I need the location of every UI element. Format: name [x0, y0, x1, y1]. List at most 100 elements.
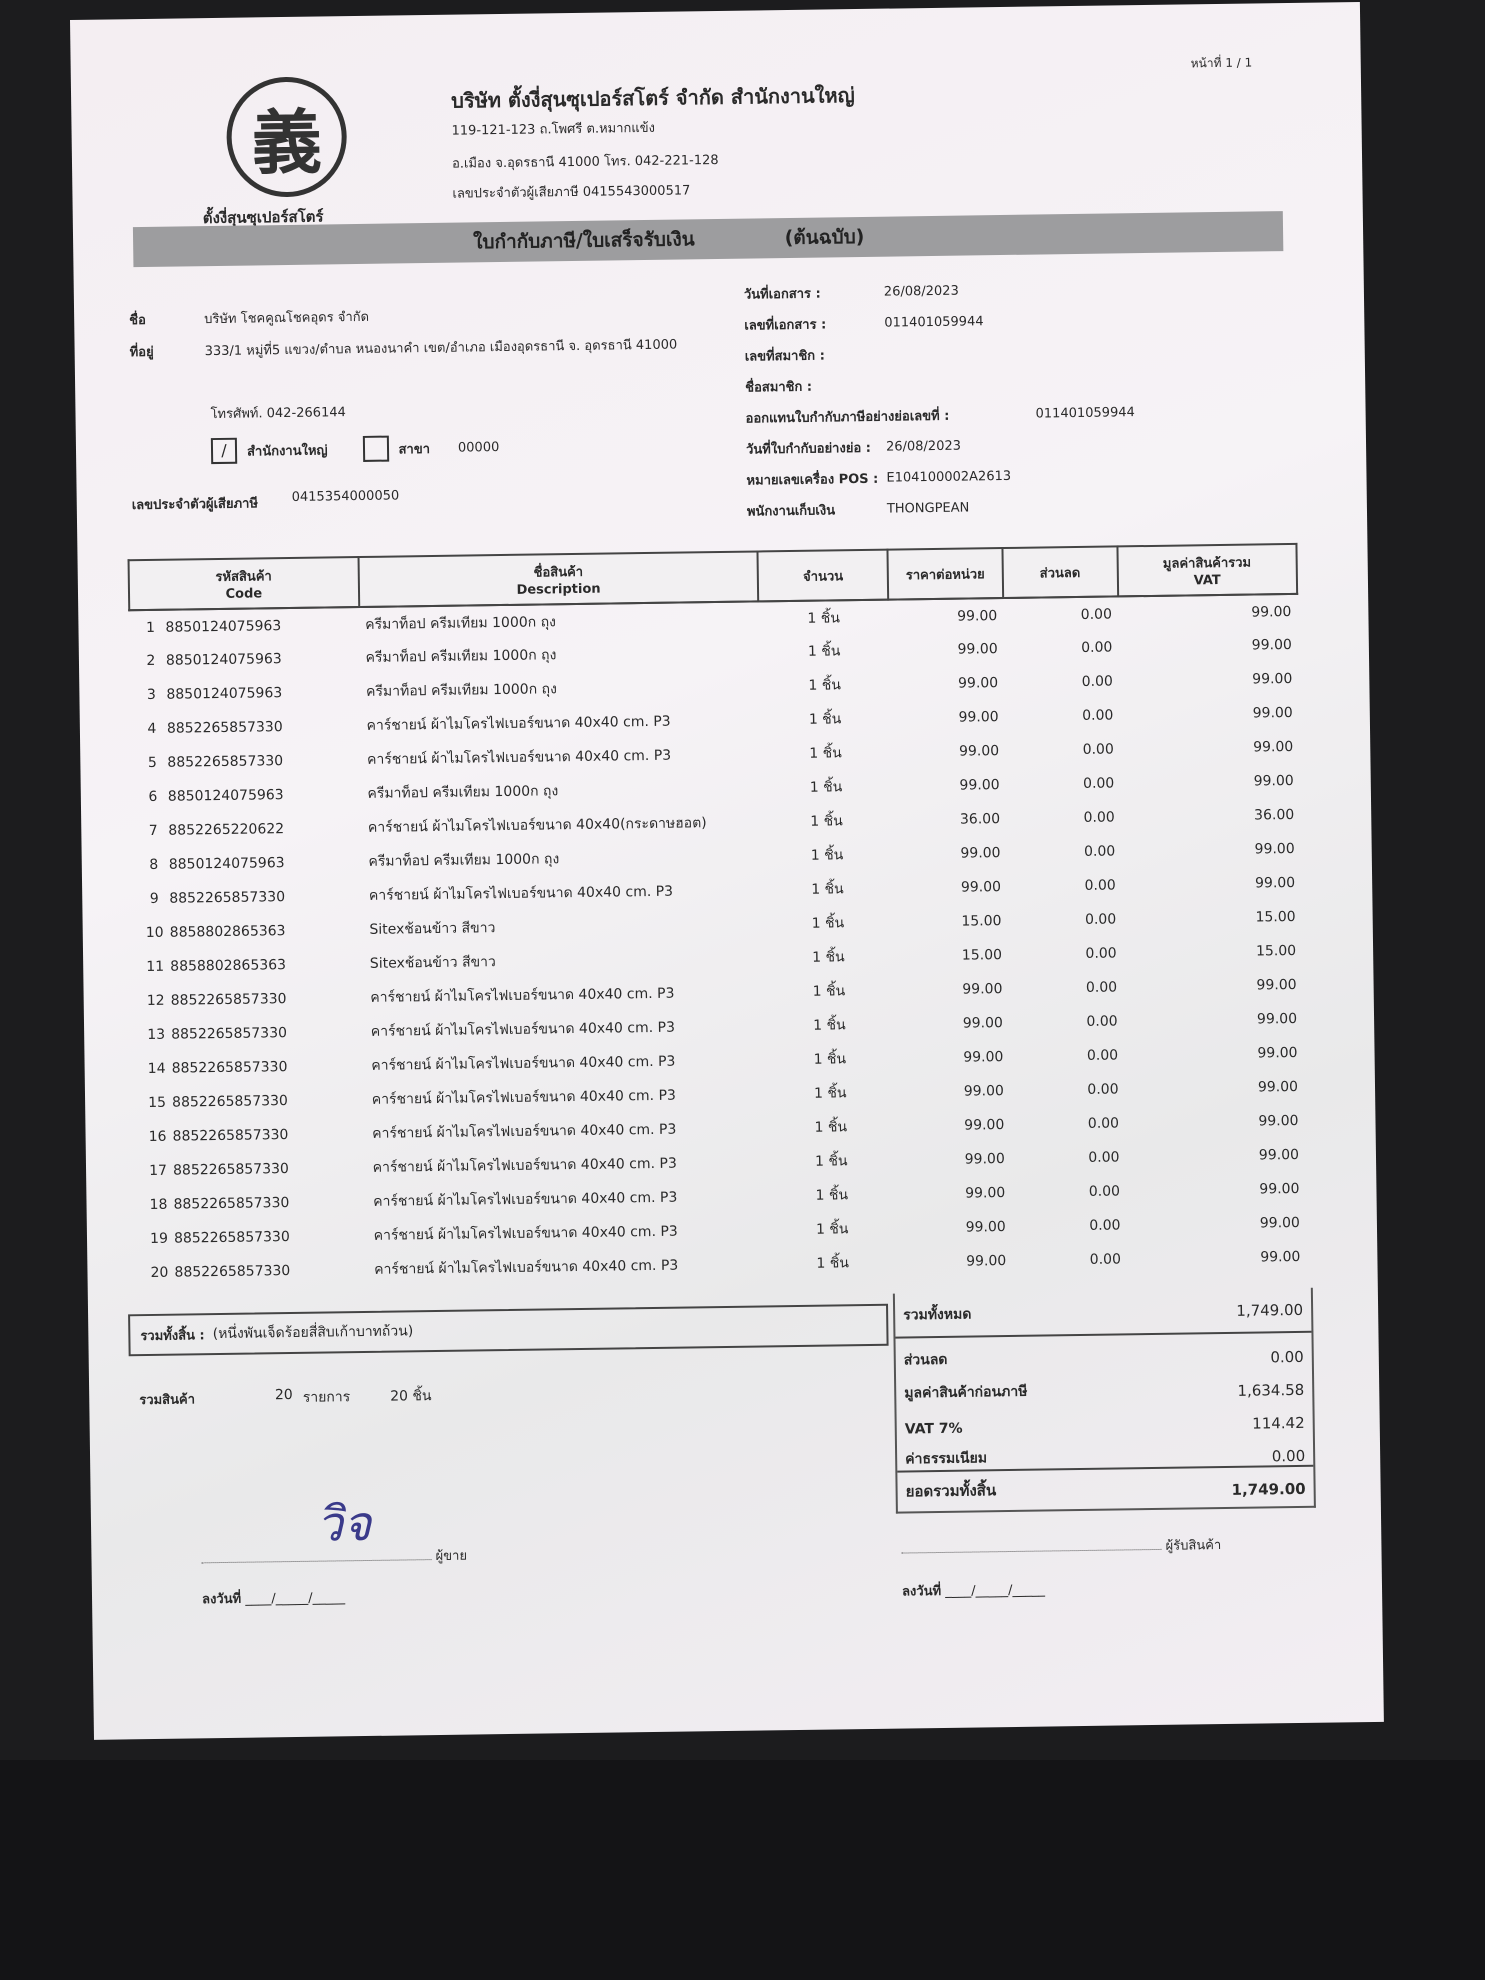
branch-number: 00000: [457, 439, 500, 456]
row-code: 10 8858802865363: [145, 923, 286, 942]
doc-info-label: ออกแทนใบกำกับภาษีอย่างย่อเลขที่ :: [745, 408, 950, 427]
total-words-label: รวมทั้งสิ้น :: [140, 1327, 205, 1344]
summary-row: รวมทั้งหมด 1,749.00: [894, 1287, 1312, 1339]
row-unit-price: 99.00: [963, 1083, 1004, 1100]
row-description: คาร์ชายน์ ผ้าไมโครไฟเบอร์ขนาด 40x40 cm. …: [371, 1087, 676, 1108]
row-code: 2 8850124075963: [146, 651, 282, 669]
row-code: 3 8850124075963: [146, 685, 283, 703]
items-summary: รวมสินค้า 20 รายการ 20 ชิ้น: [139, 1385, 432, 1411]
row-discount: 0.00: [1080, 606, 1113, 623]
row-amount: 15.00: [1255, 942, 1297, 960]
row-code: 19 8852265857330: [149, 1229, 290, 1247]
row-qty: 1 ชิ้น: [811, 915, 845, 932]
row-description: Sitexช้อนข้าว สีขาว: [369, 954, 496, 972]
company-logo: 義: [225, 76, 348, 198]
items-count: 20: [274, 1387, 293, 1404]
row-qty: 1 ชิ้น: [815, 1221, 849, 1238]
doc-info-label: หมายเลขเครื่อง POS :: [746, 471, 879, 489]
row-amount: 99.00: [1251, 637, 1292, 654]
row-qty: 1 ชิ้น: [808, 677, 841, 694]
header-amount: มูลค่าสินค้ารวม VAT: [1116, 543, 1298, 597]
row-code: 16 8852265857330: [148, 1127, 289, 1146]
row-code: 20 8852265857330: [150, 1263, 291, 1281]
row-qty: 1 ชิ้น: [808, 711, 842, 728]
header-qty: จำนวน: [757, 549, 889, 602]
row-discount: 0.00: [1081, 673, 1113, 690]
items-pieces: 20 ชิ้น: [390, 1388, 432, 1405]
row-discount: 0.00: [1084, 911, 1117, 928]
row-discount: 0.00: [1083, 809, 1115, 826]
customer-address: 333/1 หมู่ที่5 แขวง/ตำบล หนองนาคำ เขต/อำ…: [204, 337, 678, 360]
doc-info-value: 011401059944: [884, 314, 984, 331]
total-in-words: รวมทั้งสิ้น : (หนึ่งพันเจ็ดร้อยสี่สิบเก้…: [128, 1303, 889, 1357]
company-name: บริษัท ตั้งงี่สุนซุเปอร์สโตร์ จำกัด สำนั…: [450, 83, 855, 113]
row-amount: 99.00: [1252, 704, 1293, 722]
header-description: ชื่อสินค้า Description: [358, 551, 759, 608]
row-unit-price: 99.00: [957, 607, 998, 625]
row-qty: 1 ชิ้น: [809, 745, 842, 762]
row-code: 1 8850124075963: [145, 617, 282, 636]
doc-info-value: 26/08/2023: [883, 283, 959, 300]
items-unit: รายการ: [302, 1389, 351, 1406]
row-discount: 0.00: [1086, 1013, 1118, 1030]
row-discount: 0.00: [1088, 1149, 1120, 1166]
row-unit-price: 99.00: [965, 1185, 1006, 1202]
branch-checkbox: [362, 435, 389, 462]
header-unit-price: ราคาต่อหน่วย: [887, 548, 1003, 600]
customer-phone: โทรศัพท์. 042-266144: [210, 405, 346, 423]
row-amount: 99.00: [1259, 1214, 1301, 1232]
customer-name-label: ชื่อ: [129, 312, 146, 329]
row-unit-price: 99.00: [960, 879, 1002, 896]
doc-info-value: THONGPEAN: [886, 500, 970, 517]
grand-total-row: ยอดรวมทั้งสิ้น 1,749.00: [897, 1464, 1314, 1504]
seller-sign-line: ผู้ขาย: [201, 1545, 467, 1570]
row-discount: 0.00: [1089, 1251, 1122, 1268]
row-description: ครีมาท็อป ครีมเทียม 1000ก ถุง: [365, 613, 557, 633]
row-unit-price: 99.00: [964, 1151, 1005, 1168]
row-discount: 0.00: [1086, 1047, 1119, 1064]
row-unit-price: 99.00: [962, 1015, 1004, 1032]
row-unit-price: 15.00: [961, 947, 1003, 964]
row-discount: 0.00: [1089, 1217, 1121, 1234]
row-unit-price: 99.00: [965, 1219, 1006, 1236]
row-amount: 99.00: [1256, 976, 1297, 994]
document-title: ใบกำกับภาษี/ใบเสร็จรับเงิน: [472, 228, 695, 254]
row-qty: 1 ชิ้น: [810, 847, 844, 864]
row-discount: 0.00: [1083, 843, 1116, 860]
row-qty: 1 ชิ้น: [809, 779, 843, 796]
receipt-paper: 義 ตั้งงี่สุนซุเปอร์สโตร์ บริษัท ตั้งงี่ส…: [70, 1, 1384, 1740]
row-description: คาร์ชายน์ ผ้าไมโครไฟเบอร์ขนาด 40x40 cm. …: [373, 1223, 678, 1244]
row-unit-price: 99.00: [963, 1049, 1004, 1066]
row-discount: 0.00: [1082, 775, 1115, 792]
row-discount: 0.00: [1087, 1115, 1120, 1132]
row-discount: 0.00: [1081, 639, 1113, 656]
row-amount: 36.00: [1254, 806, 1295, 824]
customer-tax-label: เลขประจำตัวผู้เสียภาษี: [131, 496, 259, 514]
row-unit-price: 99.00: [964, 1117, 1005, 1134]
document-copy-label: (ต้นฉบับ): [784, 225, 865, 250]
totals-box: รวมทั้งหมด 1,749.00 ส่วนลด 0.00 มูลค่าสินค้า…: [892, 1287, 1316, 1514]
row-code: 6 8850124075963: [148, 787, 284, 805]
row-qty: 1 ชิ้น: [813, 1017, 846, 1034]
row-qty: 1 ชิ้น: [813, 1051, 847, 1068]
company-tax-id: เลขประจำตัวผู้เสียภาษี 0415543000517: [452, 183, 691, 202]
row-code: 8 8850124075963: [149, 855, 285, 873]
row-unit-price: 99.00: [960, 845, 1001, 862]
seller-date: ลงวันที่ ____/_____/_____: [201, 1590, 346, 1608]
page-number: หน้าที่ 1 / 1: [1190, 55, 1253, 71]
row-description: คาร์ชายน์ ผ้าไมโครไฟเบอร์ขนาด 40x40 cm. …: [368, 883, 674, 904]
row-unit-price: 99.00: [957, 641, 998, 658]
row-code: 14 8852265857330: [147, 1059, 288, 1078]
row-qty: 1 ชิ้น: [814, 1153, 848, 1170]
row-amount: 99.00: [1258, 1146, 1300, 1164]
row-description: คาร์ชายน์ ผ้าไมโครไฟเบอร์ขนาด 40x40 cm. …: [370, 1019, 676, 1040]
customer-address-label: ที่อยู่: [129, 344, 154, 361]
row-unit-price: 15.00: [961, 913, 1002, 930]
head-office-label: สำนักงานใหญ่: [246, 442, 328, 460]
summary-row: มูลค่าสินค้าก่อนภาษี 1,634.58: [904, 1380, 1305, 1402]
row-amount: 99.00: [1253, 738, 1294, 756]
row-description: คาร์ชายน์ ผ้าไมโครไฟเบอร์ขนาด 40x40 cm. …: [374, 1257, 679, 1278]
row-qty: 1 ชิ้น: [811, 881, 844, 898]
document-info: วันที่เอกสาร : 26/08/2023 เลขที่เอกสาร : 01…: [744, 271, 1307, 527]
header-code: รหัสสินค้า Code: [128, 557, 359, 611]
